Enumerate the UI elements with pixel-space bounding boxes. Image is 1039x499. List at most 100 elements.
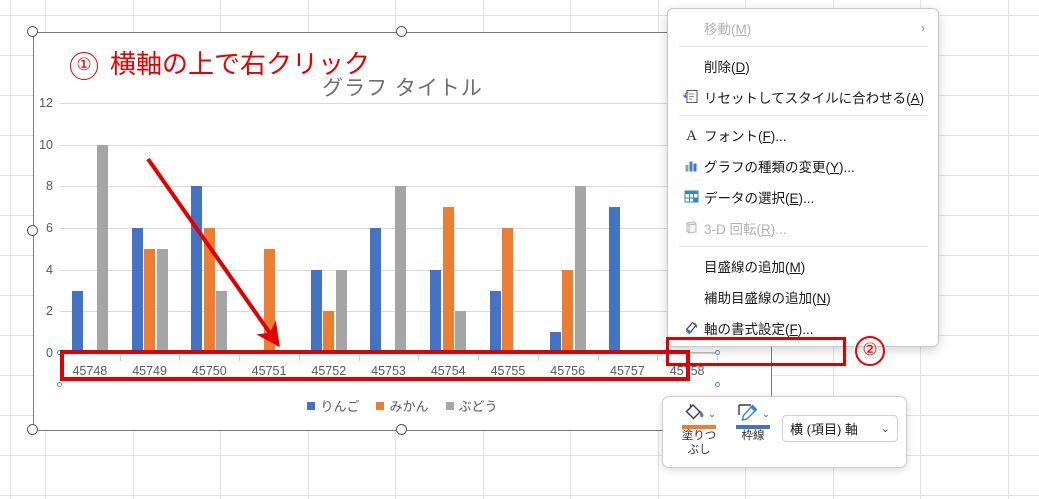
fill-button[interactable]: ⌄ 塗りつ ぶし: [671, 402, 727, 456]
chart-bar[interactable]: [263, 248, 275, 353]
menu-item-icon: [678, 88, 704, 105]
chart-title[interactable]: グラフ タイトル: [322, 77, 483, 100]
legend-item[interactable]: りんご: [307, 396, 359, 415]
chart-category-group[interactable]: [299, 103, 359, 353]
legend-swatch-icon: [307, 401, 316, 410]
border-button[interactable]: ⌄ 枠線: [725, 402, 781, 443]
axis-selection-dot[interactable]: [715, 350, 720, 355]
resize-handle-top-center[interactable]: [396, 26, 407, 37]
menu-item-4[interactable]: A フォント(F)...: [668, 119, 938, 150]
chart-gridline: [60, 186, 717, 188]
chart-bar[interactable]: [502, 228, 514, 353]
mini-toolbar[interactable]: ⌄ 塗りつ ぶし ⌄ 枠線 横 (項目) 軸 ⌄: [662, 396, 907, 468]
svg-text:A: A: [686, 128, 697, 143]
chart-bar[interactable]: [549, 332, 561, 353]
y-axis-tick-label: 12: [39, 96, 53, 110]
chart-legend[interactable]: りんご みかん ぶどう: [33, 396, 772, 415]
chart-category-group[interactable]: [120, 103, 180, 353]
x-axis-tick-label[interactable]: 45751: [251, 364, 287, 378]
select-chevron-down-icon[interactable]: ⌄: [880, 423, 890, 435]
chart-plot-area[interactable]: 0 2 4 6 8 10 12: [39, 96, 717, 360]
chart-bar[interactable]: [430, 269, 442, 353]
menu-item-8[interactable]: 目盛線の追加(M): [668, 250, 938, 281]
fill-bucket-icon: [685, 404, 704, 420]
context-menu[interactable]: 移動(M) › 削除(D) リセットしてスタイルに合わせる(A) A フォント(F)...…: [667, 8, 939, 347]
chart-bar[interactable]: [574, 186, 586, 353]
chart-category-group[interactable]: [478, 103, 538, 353]
chart-category-group[interactable]: [598, 103, 658, 353]
fill-color-swatch: [682, 425, 716, 429]
sheet-row-line: [0, 15, 1039, 16]
chart-gridline: [60, 144, 717, 146]
menu-item-9[interactable]: 補助目盛線の追加(N): [668, 281, 938, 312]
chart-category-group[interactable]: [179, 103, 239, 353]
menu-item-5[interactable]: グラフの種類の変更(Y)...: [668, 150, 938, 181]
x-axis-tick-label[interactable]: 45750: [191, 364, 227, 378]
chart-gridline: [60, 269, 717, 271]
x-axis-tick-label[interactable]: 45748: [72, 364, 108, 378]
x-axis-tick-label[interactable]: 45754: [430, 364, 466, 378]
x-axis-tick-label[interactable]: 45756: [550, 364, 586, 378]
legend-swatch-icon: [445, 401, 454, 410]
chart-bar[interactable]: [191, 186, 203, 353]
legend-item[interactable]: ぶどう: [445, 396, 498, 415]
category-axis[interactable]: 45748 45749 45750 45751 45752 45753 45754 45755…: [57, 350, 720, 387]
chart-bar[interactable]: [609, 207, 621, 353]
chart-category-group[interactable]: [239, 103, 299, 353]
chart-element-select[interactable]: 横 (項目) 軸 ⌄: [782, 415, 898, 442]
resize-handle-top-left[interactable]: [27, 26, 38, 37]
chart-bar[interactable]: [489, 290, 501, 353]
menu-item-1: 移動(M) ›: [668, 12, 938, 43]
annotation-marker-1: ①: [70, 52, 98, 80]
resize-handle-bottom-left[interactable]: [27, 424, 38, 435]
x-axis-tick-label[interactable]: 45757: [610, 364, 645, 378]
x-axis-tick-mark: [537, 353, 539, 361]
chart-bar[interactable]: [370, 228, 382, 353]
chart-bar[interactable]: [96, 144, 108, 353]
rotate-3d-icon: [686, 221, 696, 234]
fill-chevron-down-icon[interactable]: ⌄: [708, 409, 716, 419]
resize-handle-bottom-center[interactable]: [396, 424, 407, 435]
chart-gridline: [60, 228, 717, 229]
chart-category-group[interactable]: [418, 103, 478, 353]
axis-selection-dot[interactable]: [715, 382, 720, 387]
x-axis-tick-label[interactable]: 45755: [490, 364, 526, 378]
chart-bar[interactable]: [310, 269, 322, 353]
menu-item-2[interactable]: 削除(D): [668, 50, 938, 81]
menu-item-label: リセットしてスタイルに合わせる(A): [704, 90, 925, 106]
menu-item-icon: [678, 319, 704, 336]
chart-bar[interactable]: [335, 269, 347, 353]
chart-category-group[interactable]: [60, 103, 120, 353]
chart-bar[interactable]: [216, 290, 228, 353]
border-chevron-down-icon[interactable]: ⌄: [762, 409, 770, 419]
x-axis-tick-label[interactable]: 45749: [132, 364, 167, 378]
resize-handle-middle-left[interactable]: [27, 225, 38, 236]
chart-bar[interactable]: [455, 311, 467, 353]
chart-bar[interactable]: [323, 311, 335, 353]
chart-bar[interactable]: [442, 207, 454, 353]
menu-item-6[interactable]: データの選択(E)...: [668, 181, 938, 212]
chart-bar[interactable]: [144, 248, 156, 353]
chart-bar[interactable]: [395, 186, 407, 353]
chart-bar[interactable]: [131, 228, 143, 353]
chart-bar[interactable]: [562, 269, 574, 353]
chart-bar[interactable]: [156, 248, 168, 353]
chart-category-group[interactable]: [538, 103, 598, 353]
menu-item-label: 目盛線の追加(M): [704, 259, 806, 275]
annotation-instruction-text: 横軸の上で右クリック: [110, 49, 371, 79]
chart-category-group[interactable]: [359, 103, 419, 353]
menu-item-10[interactable]: 軸の書式設定(F)...: [668, 312, 938, 343]
sheet-row-line: [0, 455, 1039, 456]
x-axis-tick-label[interactable]: 45753: [371, 364, 406, 378]
select-data-icon: [684, 190, 698, 203]
x-axis-tick-mark: [418, 353, 420, 361]
x-axis-tick-label[interactable]: 45752: [311, 364, 347, 378]
menu-item-label: 軸の書式設定(F)...: [704, 321, 814, 337]
x-axis-tick-mark: [478, 353, 480, 361]
axis-selection-dot[interactable]: [57, 382, 62, 387]
menu-item-3[interactable]: リセットしてスタイルに合わせる(A): [668, 81, 938, 112]
chart-bar[interactable]: [203, 228, 215, 353]
chart-bar[interactable]: [71, 290, 83, 353]
annotation-rect-format-axis: [666, 337, 846, 366]
legend-item[interactable]: みかん: [376, 396, 429, 415]
